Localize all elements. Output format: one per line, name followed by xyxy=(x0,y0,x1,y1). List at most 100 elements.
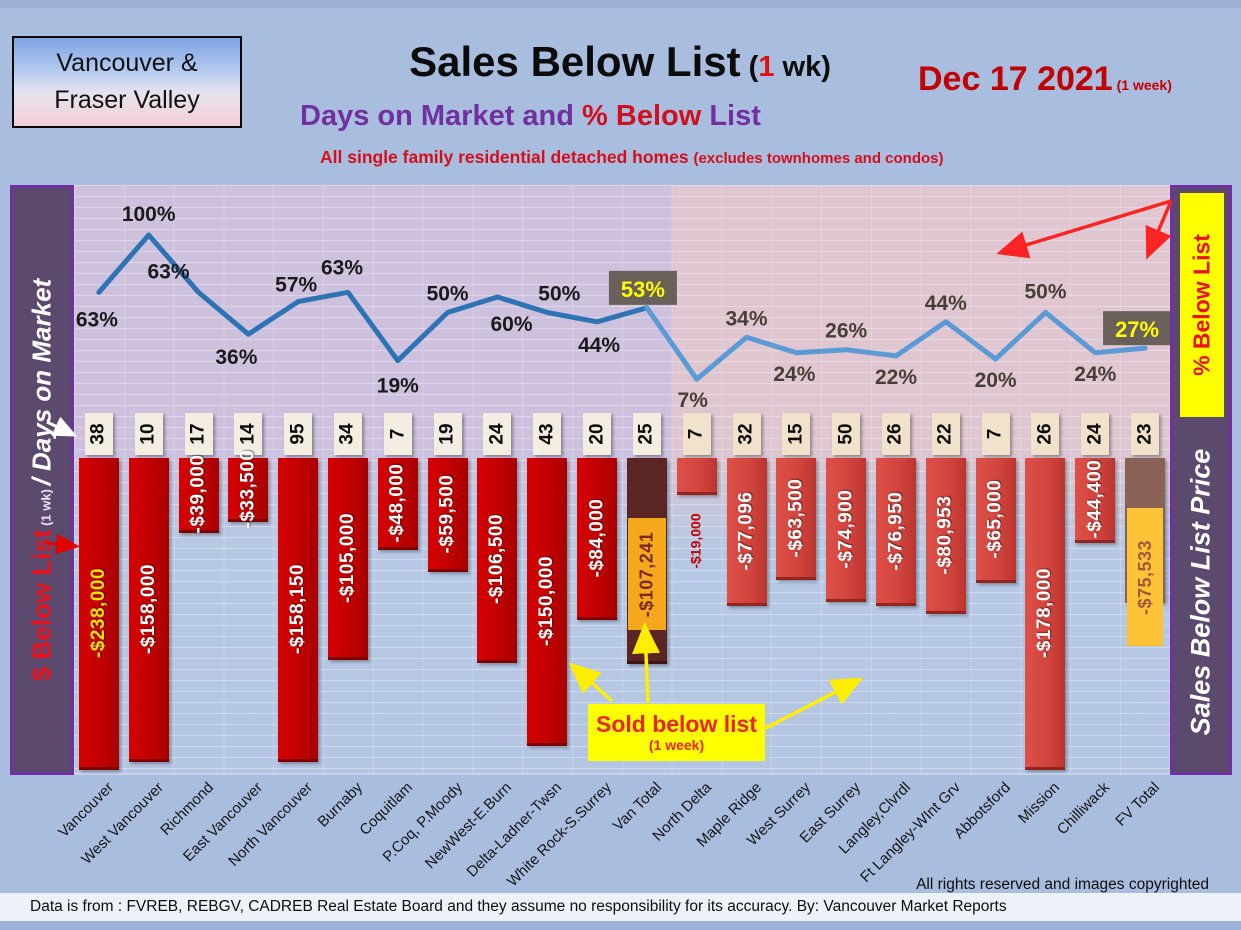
days-on-market-7: 19 xyxy=(433,413,462,455)
days-value: 14 xyxy=(237,423,259,445)
days-value: 22 xyxy=(934,423,956,445)
bar-value: -$74,900 xyxy=(835,488,857,569)
bar-value: -$65,000 xyxy=(984,479,1006,559)
days-on-market-15: 50 xyxy=(832,413,861,455)
days-on-market-16: 26 xyxy=(882,413,910,455)
bar-label: -$106,500 xyxy=(477,458,517,660)
days-value: 7 xyxy=(386,428,408,440)
chart-area: 63% 100% 63% 36% 57% 63% 19% 50% 60% 50% 44% 53% 7% 3… xyxy=(10,185,1232,775)
days-on-market-21: 23 xyxy=(1131,413,1160,455)
bar-newwest-e-burn: -$106,500 xyxy=(477,458,518,663)
days-on-market-8: 24 xyxy=(483,413,512,455)
bar-label: -$63,500 xyxy=(776,458,816,577)
left-axis-title: $ Below List (1 wk) / Days on Market xyxy=(26,278,57,682)
days-value: 25 xyxy=(635,423,657,445)
bar-label: -$178,000 xyxy=(1025,458,1065,767)
right-axis-title: Sales Below List Price xyxy=(1185,448,1216,736)
bar-value: -$19,000 xyxy=(687,512,704,569)
days-on-market-19: 26 xyxy=(1031,413,1060,455)
footer-band xyxy=(0,893,1241,921)
bar-label: -$39,000 xyxy=(179,454,219,533)
bar-value: -$76,950 xyxy=(885,490,907,571)
bar-label: -$105,000 xyxy=(328,458,368,657)
bar-value: -$44,400 xyxy=(1084,459,1106,539)
bar-label: -$84,000 xyxy=(577,458,617,617)
bar-label: -$74,900 xyxy=(826,458,866,599)
bar-label: -$75,533 xyxy=(1127,508,1163,646)
days-value: 32 xyxy=(735,423,757,445)
bar-abbotsford: -$65,000 xyxy=(975,458,1016,583)
region-line1: Vancouver & xyxy=(56,49,198,77)
days-value: 26 xyxy=(1034,423,1056,445)
bar-label: -$158,000 xyxy=(129,458,169,759)
days-value: 34 xyxy=(336,423,358,445)
bar-maple-ridge: -$77,096 xyxy=(726,458,767,606)
days-on-market-20: 24 xyxy=(1081,413,1110,455)
axis-days-on-market: / Days on Market xyxy=(26,278,57,486)
bar-label: -$158,150 xyxy=(278,458,318,759)
bar-value: -$77,096 xyxy=(735,490,757,571)
bar-value: -$238,000 xyxy=(87,567,109,658)
right-axis-panel: % Below List Sales Below List Price xyxy=(1170,185,1232,775)
bar-value: -$107,241 xyxy=(636,531,657,617)
bar-richmond: -$39,000 xyxy=(178,454,219,534)
bar-value: -$75,533 xyxy=(1134,539,1155,615)
bar-value: -$158,150 xyxy=(287,563,309,654)
van-total-label-box: -$107,241 xyxy=(627,518,666,630)
bar-coquitlam: -$48,000 xyxy=(377,458,418,550)
bar-label: -$238,000 xyxy=(79,458,119,767)
title-one: 1 xyxy=(758,51,775,83)
bar-burnaby: -$105,000 xyxy=(328,458,368,660)
days-value: 19 xyxy=(436,423,458,445)
days-on-market-4: 95 xyxy=(284,413,313,455)
days-value: 38 xyxy=(87,423,109,445)
bar-east-vancouver: -$33,500 xyxy=(228,449,269,528)
bar-east-surrey: -$74,900 xyxy=(826,458,867,602)
days-value: 24 xyxy=(1084,423,1106,445)
bar-value: -$33,500 xyxy=(237,448,259,529)
days-on-market-2: 17 xyxy=(184,413,213,455)
page-title: Sales Below List (1 wk) xyxy=(409,38,831,85)
page-subtitle: Days on Market and % Below List xyxy=(300,100,761,132)
bar-west-vancouver: -$158,000 xyxy=(128,458,169,762)
bar-vancouver: -$238,000 xyxy=(78,458,119,770)
days-on-market-18: 7 xyxy=(981,413,1010,455)
bar-value: -$63,500 xyxy=(785,477,807,558)
bar-p-coq-p-moody: -$59,500 xyxy=(427,458,468,572)
days-on-market-5: 34 xyxy=(334,413,362,455)
days-value: 20 xyxy=(586,423,608,445)
bar-value: -$150,000 xyxy=(536,555,558,646)
bar-label: -$48,000 xyxy=(378,458,418,547)
page-tagline: All single family residential detached h… xyxy=(320,147,944,167)
bar-ft-langley-wint-grv: -$80,953 xyxy=(925,458,966,614)
bar-west-surrey: -$63,500 xyxy=(776,458,817,580)
bottom-strip xyxy=(0,921,1241,930)
fv-total-label-box: -$75,533 xyxy=(1127,508,1164,646)
days-value: 17 xyxy=(187,423,209,445)
bar-langley-clvrdl: -$76,950 xyxy=(876,458,916,606)
bar-label: -$80,953 xyxy=(926,458,966,611)
bar-north-vancouver: -$158,150 xyxy=(278,458,319,762)
source-disclaimer: Data is from : FVREB, REBGV, CADREB Real… xyxy=(30,898,1007,915)
bar-white-rock-s-surrey: -$84,000 xyxy=(577,458,618,620)
bar-label: -$33,500 xyxy=(228,449,268,528)
days-on-market-9: 43 xyxy=(533,413,562,455)
bar-label: -$65,000 xyxy=(976,458,1016,580)
region-line2: Fraser Valley xyxy=(54,86,200,114)
days-on-market-3: 14 xyxy=(234,413,263,455)
bar-van-total: -$107,241 xyxy=(626,458,667,664)
bar-label-outside: -$19,000 xyxy=(685,503,707,578)
days-value: 23 xyxy=(1134,423,1156,445)
pct-below-list-tab: % Below List xyxy=(1180,193,1224,417)
bar-value: -$39,000 xyxy=(187,454,209,534)
bar-value: -$158,000 xyxy=(137,563,159,654)
bar-label: -$59,500 xyxy=(428,458,468,569)
days-value: 15 xyxy=(785,423,807,445)
bar-north-delta xyxy=(676,458,717,495)
days-value: 26 xyxy=(884,423,906,445)
days-on-market-12: 7 xyxy=(682,413,711,455)
days-value: 7 xyxy=(685,428,707,440)
bar-mission: -$178,000 xyxy=(1025,458,1066,770)
bar-value: -$80,953 xyxy=(934,494,956,575)
